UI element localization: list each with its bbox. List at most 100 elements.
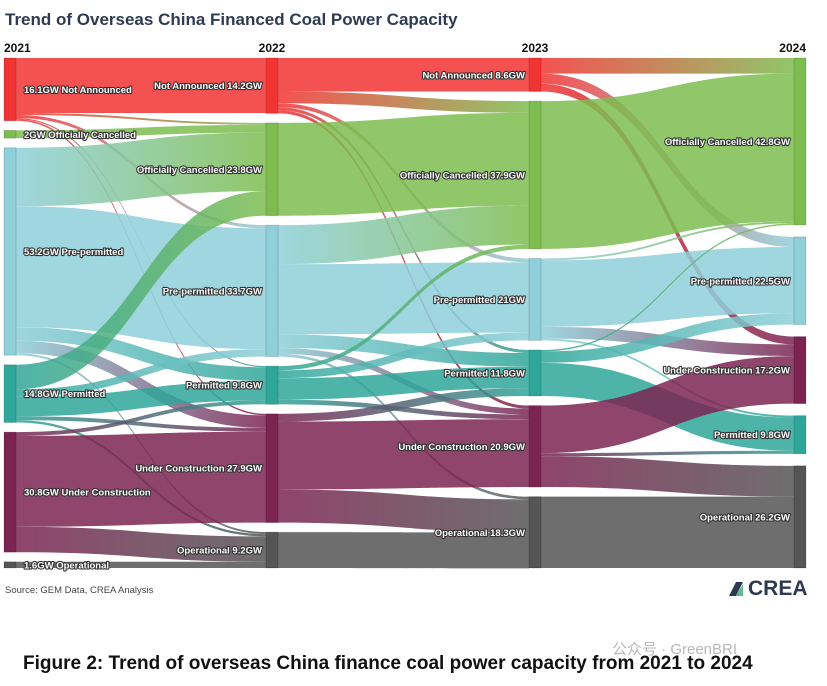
label-2022-not-announced: Not Announced 14.2GW bbox=[154, 81, 262, 92]
node-2022-officially-cancelled bbox=[265, 122, 279, 217]
node-2024-pre-permitted bbox=[793, 236, 807, 326]
label-2023-not-announced: Not Announced 8.6GW bbox=[422, 70, 525, 81]
label-2023-officially-cancelled: Officially Cancelled 37.9GW bbox=[400, 171, 525, 182]
label-2024-pre-permitted: Pre-permitted 22.5GW bbox=[691, 276, 790, 287]
node-2021-pre-permitted bbox=[3, 147, 17, 356]
link-pre-permitted-to-pre-permitted bbox=[16, 206, 266, 350]
logo-text: CREA bbox=[748, 577, 808, 600]
link-permitted-to-pre-permitted bbox=[278, 332, 529, 379]
node-2024-permitted bbox=[793, 415, 807, 455]
node-2023-operational bbox=[528, 496, 542, 569]
link-under-construction-to-operational bbox=[16, 526, 266, 562]
link-permitted-to-officially-cancelled bbox=[541, 223, 794, 352]
label-2024-operational: Operational 26.2GW bbox=[700, 512, 790, 523]
label-2023-permitted: Permitted 11.8GW bbox=[444, 368, 525, 379]
link-under-construction-to-under-construction bbox=[541, 356, 794, 454]
link-under-construction-to-operational bbox=[278, 489, 529, 533]
year-label-2023: 2023 bbox=[522, 41, 549, 55]
label-2022-officially-cancelled: Officially Cancelled 23.8GW bbox=[137, 165, 262, 176]
link-officially-cancelled-to-officially-cancelled bbox=[16, 124, 266, 139]
node-2024-under-construction bbox=[793, 336, 807, 405]
node-2021-under-construction bbox=[3, 431, 17, 553]
label-2022-operational: Operational 9.2GW bbox=[177, 546, 262, 557]
label-2024-permitted: Permitted 9.8GW bbox=[714, 430, 790, 441]
label-2021-pre-permitted: 53.2GW Pre-permitted bbox=[24, 247, 123, 258]
label-2021-officially-cancelled: 2GW Officially Cancelled bbox=[24, 130, 136, 141]
link-permitted-to-officially-cancelled bbox=[278, 244, 529, 371]
link-pre-permitted-to-permitted bbox=[541, 338, 794, 418]
link-officially-cancelled-to-officially-cancelled bbox=[278, 112, 529, 216]
node-2021-not-announced bbox=[3, 57, 17, 122]
link-not-announced-to-not-announced bbox=[16, 58, 266, 113]
watermark: 公众号 · GreenBRI bbox=[612, 641, 738, 658]
link-permitted-to-pre-permitted bbox=[16, 349, 266, 397]
link-pre-permitted-to-permitted bbox=[278, 334, 529, 367]
node-2023-officially-cancelled bbox=[528, 100, 542, 250]
link-not-announced-to-officially-cancelled bbox=[278, 91, 529, 113]
link-under-construction-to-permitted bbox=[16, 400, 266, 436]
crea-leaf-icon bbox=[729, 582, 743, 596]
node-2021-officially-cancelled bbox=[3, 129, 17, 139]
crea-logo: CREA bbox=[727, 577, 808, 601]
node-2024-officially-cancelled bbox=[793, 57, 807, 226]
link-not-announced-to-not-announced bbox=[278, 58, 529, 92]
link-permitted-to-permitted bbox=[278, 366, 529, 400]
link-pre-permitted-to-officially-cancelled bbox=[16, 132, 266, 207]
sankey-chart: 16.1GW Not Announced 2GW Officially Cance… bbox=[3, 41, 807, 572]
node-2022-under-construction bbox=[265, 413, 279, 524]
link-pre-permitted-to-pre-permitted bbox=[278, 262, 529, 335]
label-2022-permitted: Permitted 9.8GW bbox=[186, 381, 262, 392]
node-2022-pre-permitted bbox=[265, 224, 279, 358]
link-pre-permitted-to-under-construction bbox=[16, 340, 266, 428]
link-under-construction-to-under-construction bbox=[278, 419, 529, 490]
source-note: Source: GEM Data, CREA Analysis bbox=[5, 585, 154, 596]
link-pre-permitted-to-officially-cancelled bbox=[278, 205, 529, 265]
link-permitted-to-under-construction bbox=[278, 399, 529, 420]
node-2021-operational bbox=[3, 561, 17, 569]
year-label-2024: 2024 bbox=[779, 41, 806, 55]
year-label-2022: 2022 bbox=[259, 41, 286, 55]
link-operational-to-operational bbox=[16, 561, 266, 568]
node-2022-not-announced bbox=[265, 57, 279, 114]
link-permitted-to-under-construction bbox=[16, 416, 266, 432]
label-2023-pre-permitted: Pre-permitted 21GW bbox=[434, 295, 525, 306]
labels-layer: 16.1GW Not Announced 2GW Officially Cance… bbox=[23, 69, 791, 572]
link-not-announced-to-officially-cancelled bbox=[16, 112, 266, 125]
label-2022-under-construction: Under Construction 27.9GW bbox=[135, 464, 262, 475]
link-permitted-to-permitted bbox=[16, 380, 266, 417]
link-operational-to-operational bbox=[541, 496, 794, 568]
link-pre-permitted-to-officially-cancelled bbox=[541, 221, 794, 261]
link-not-announced-to-officially-cancelled bbox=[541, 58, 794, 74]
label-2024-under-construction: Under Construction 17.2GW bbox=[663, 366, 790, 377]
node-2021-permitted bbox=[3, 364, 17, 423]
link-under-construction-to-permitted bbox=[541, 450, 794, 457]
node-2022-permitted bbox=[265, 365, 279, 405]
link-under-construction-to-permitted bbox=[278, 388, 529, 422]
node-2022-operational bbox=[265, 531, 279, 569]
node-2023-pre-permitted bbox=[528, 257, 542, 341]
node-2023-under-construction bbox=[528, 405, 542, 488]
link-under-construction-to-under-construction bbox=[16, 431, 266, 527]
nodes-layer bbox=[3, 57, 807, 569]
label-2021-permitted: 14.8GW Permitted bbox=[24, 389, 105, 400]
link-permitted-to-officially-cancelled bbox=[16, 191, 266, 390]
figure-caption: Figure 2: Trend of overseas China financ… bbox=[23, 653, 753, 674]
label-2022-pre-permitted: Pre-permitted 33.7GW bbox=[163, 286, 262, 297]
node-2023-permitted bbox=[528, 349, 542, 397]
link-pre-permitted-to-permitted bbox=[16, 327, 266, 381]
chart-title: Trend of Overseas China Financed Coal Po… bbox=[5, 10, 458, 29]
label-2023-operational: Operational 18.3GW bbox=[435, 528, 525, 539]
year-label-2021: 2021 bbox=[4, 41, 31, 55]
link-operational-to-operational bbox=[278, 532, 529, 569]
link-officially-cancelled-to-officially-cancelled bbox=[541, 73, 794, 249]
link-permitted-to-pre-permitted bbox=[541, 313, 794, 363]
node-2023-not-announced bbox=[528, 57, 542, 93]
links-layer bbox=[16, 58, 794, 569]
label-2023-under-construction: Under Construction 20.9GW bbox=[398, 442, 525, 453]
label-2021-not-announced: 16.1GW Not Announced bbox=[24, 85, 132, 96]
link-not-announced-to-under-construction bbox=[278, 110, 529, 409]
link-under-construction-to-operational bbox=[541, 456, 794, 497]
label-2024-officially-cancelled: Officially Cancelled 42.8GW bbox=[665, 137, 790, 148]
node-2024-operational bbox=[793, 465, 807, 569]
label-2021-under-construction: 30.8GW Under Construction bbox=[24, 488, 151, 499]
